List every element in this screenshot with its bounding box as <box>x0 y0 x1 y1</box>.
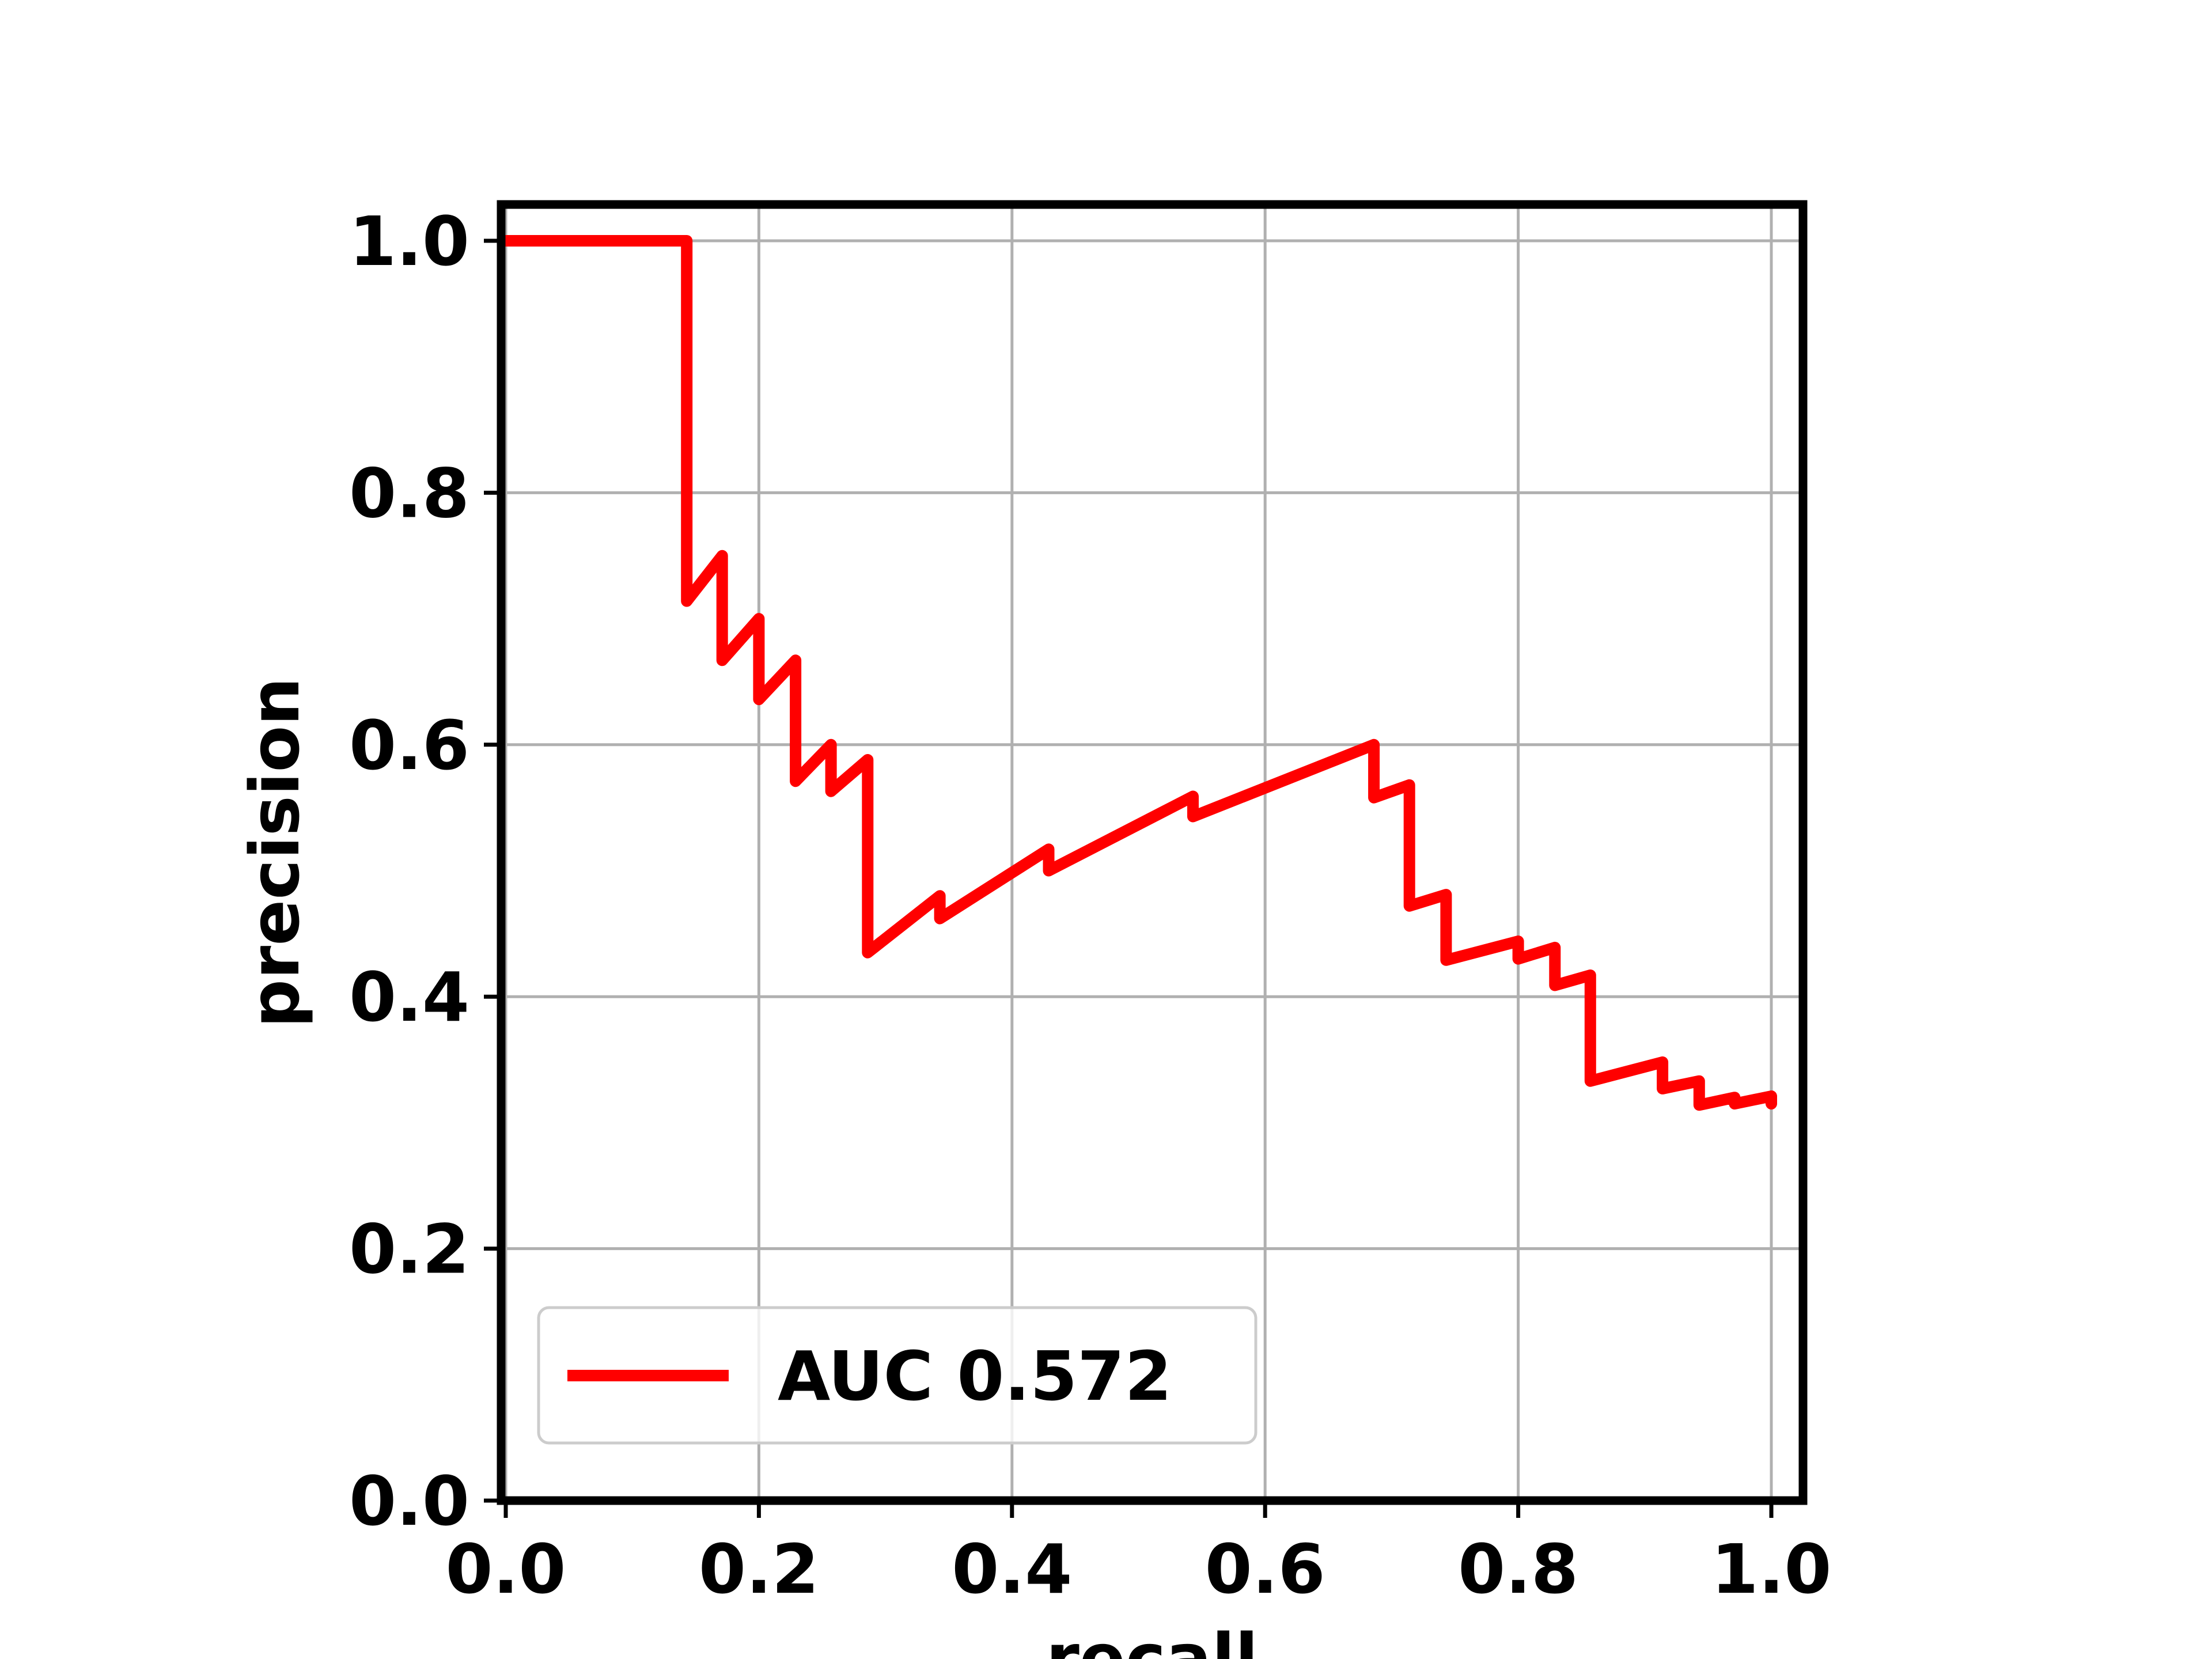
legend-label: AUC 0.572 <box>778 1336 1172 1416</box>
series-layer <box>500 235 1777 1111</box>
grid <box>501 204 1803 1502</box>
y-tick-label-0: 0.0 <box>349 1461 469 1541</box>
x-tick-label-2: 0.4 <box>952 1529 1072 1609</box>
x-axis-label: recall <box>1046 1619 1259 1659</box>
x-tick-label-1: 0.2 <box>699 1529 819 1609</box>
legend-box <box>537 1306 1257 1445</box>
y-tick-label-2: 0.4 <box>349 957 469 1037</box>
legend: AUC 0.572 <box>537 1306 1257 1445</box>
y-tick-label-1: 0.2 <box>349 1210 469 1289</box>
x-tick-label-4: 0.8 <box>1458 1529 1578 1609</box>
y-tick-label-3: 0.6 <box>349 706 469 785</box>
x-tick-label-0: 0.0 <box>445 1529 566 1609</box>
y-axis-label: precision <box>235 677 315 1028</box>
y-tick-label-5: 1.0 <box>349 202 469 281</box>
y-tick-label-4: 0.8 <box>349 453 469 533</box>
x-tick-label-5: 1.0 <box>1711 1529 1831 1609</box>
pr-curve-series-0 <box>500 235 1777 1111</box>
plot-frame <box>497 200 1808 1505</box>
x-tick-label-3: 0.6 <box>1205 1529 1325 1609</box>
x-axis-ticks: 0.0 0.2 0.4 0.6 0.8 1.0 <box>445 1501 1832 1609</box>
y-axis-ticks: 0.0 0.2 0.4 0.6 0.8 1.0 <box>349 202 501 1541</box>
